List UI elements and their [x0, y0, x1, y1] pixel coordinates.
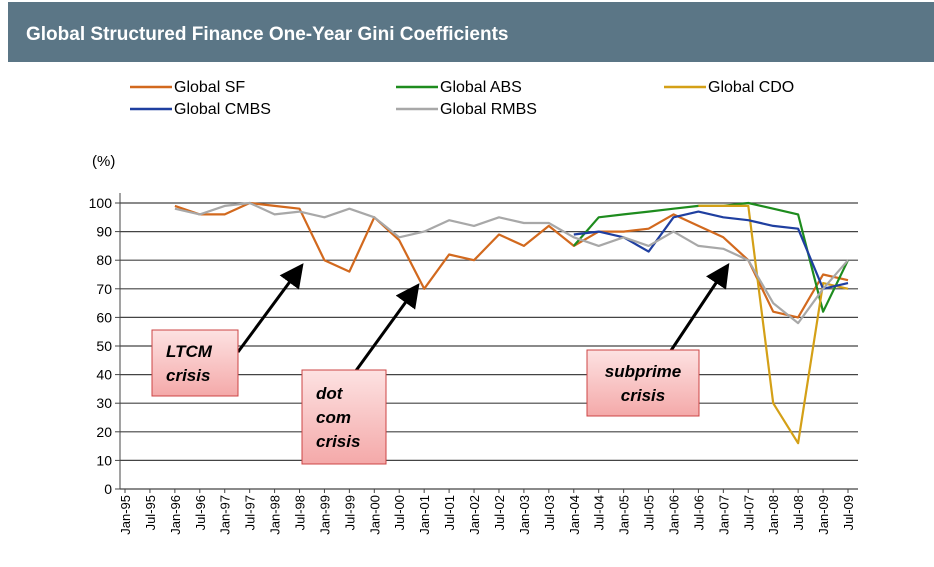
x-tick-label: Jul-03: [542, 495, 557, 530]
y-tick-label: 10: [96, 452, 112, 468]
x-tick-label: Jul-05: [642, 495, 657, 530]
x-tick-label: Jan-08: [766, 495, 781, 535]
annotation-arrow: [236, 263, 304, 353]
x-tick-label: Jul-99: [342, 495, 357, 530]
x-tick-label: Jul-01: [442, 495, 457, 530]
annotation-text: com: [316, 408, 351, 427]
y-tick-label: 80: [96, 252, 112, 268]
x-tick-label: Jan-05: [617, 495, 632, 535]
x-tick-label: Jan-03: [517, 495, 532, 535]
x-tick-label: Jul-02: [492, 495, 507, 530]
x-tick-label: Jul-06: [691, 495, 706, 530]
annotation-text: crisis: [316, 432, 360, 451]
annotation-box: [301, 369, 387, 465]
y-tick-label: 50: [96, 338, 112, 354]
chart-title: Global Structured Finance One-Year Gini …: [26, 24, 509, 45]
annotation-text: subprime: [605, 362, 682, 381]
x-tick-label: Jul-04: [592, 495, 607, 530]
annotation-arrow: [353, 283, 420, 373]
x-tick-label: Jan-99: [317, 495, 332, 535]
legend-label: Global ABS: [440, 79, 522, 96]
annotation-text: LTCM: [166, 342, 213, 361]
x-tick-label: Jan-04: [567, 495, 582, 535]
legend-label: Global CMBS: [174, 101, 271, 118]
y-tick-label: 0: [104, 481, 112, 497]
y-tick-label: 20: [96, 424, 112, 440]
x-tick-label: Jan-00: [367, 495, 382, 535]
annotations: LTCM crisis dot com crisis subprime crisis: [151, 263, 730, 465]
annotation-text: dot: [316, 384, 344, 403]
x-tick-label: Jan-95: [118, 495, 133, 535]
annotation-text: crisis: [621, 386, 665, 405]
y-tick-label: 70: [96, 281, 112, 297]
annotation-arrow: [668, 263, 730, 353]
x-tick-label: Jan-02: [467, 495, 482, 535]
y-tick-label: 90: [96, 224, 112, 240]
x-tick-label: Jan-09: [816, 495, 831, 535]
legend-label: Global CDO: [708, 79, 794, 96]
y-tick-label: 30: [96, 395, 112, 411]
x-tick-label: Jan-06: [666, 495, 681, 535]
legend: Global SF Global ABS Global CDO Global CMBS…: [130, 79, 794, 118]
x-tick-label: Jul-09: [841, 495, 856, 530]
x-tick-label: Jan-97: [218, 495, 233, 535]
x-tick-label: Jul-00: [392, 495, 407, 530]
series-line: [174, 201, 849, 325]
legend-label: Global SF: [174, 79, 245, 96]
y-tick-label: 40: [96, 367, 112, 383]
plot: 0 10 20 30 40 50 60 70 80 90 100 Jan-95 Jul-95 Jan-96…: [89, 193, 858, 535]
y-tick-label: 100: [89, 195, 113, 211]
series-line: [572, 201, 849, 313]
header-bar: [8, 2, 934, 62]
y-axis-label: (%): [92, 153, 115, 170]
annotation-box: [586, 349, 700, 417]
x-tick-label: Jan-98: [268, 495, 283, 535]
x-tick-label: Jan-96: [168, 495, 183, 535]
series-line: [698, 204, 849, 445]
x-tick-label: Jul-97: [243, 495, 258, 530]
x-tick-label: Jan-01: [417, 495, 432, 535]
x-tick-label: Jan-07: [716, 495, 731, 535]
x-tick-label: Jul-98: [293, 495, 308, 530]
legend-label: Global RMBS: [440, 101, 537, 118]
annotation-text: crisis: [166, 366, 210, 385]
annotation-box: [151, 329, 239, 397]
y-tick-label: 60: [96, 309, 112, 325]
x-tick-label: Jul-95: [143, 495, 158, 530]
x-tick-label: Jul-07: [741, 495, 756, 530]
series-line: [174, 201, 849, 319]
series-line: [573, 210, 849, 290]
x-tick-label: Jul-96: [193, 495, 208, 530]
x-tick-label: Jul-08: [791, 495, 806, 530]
